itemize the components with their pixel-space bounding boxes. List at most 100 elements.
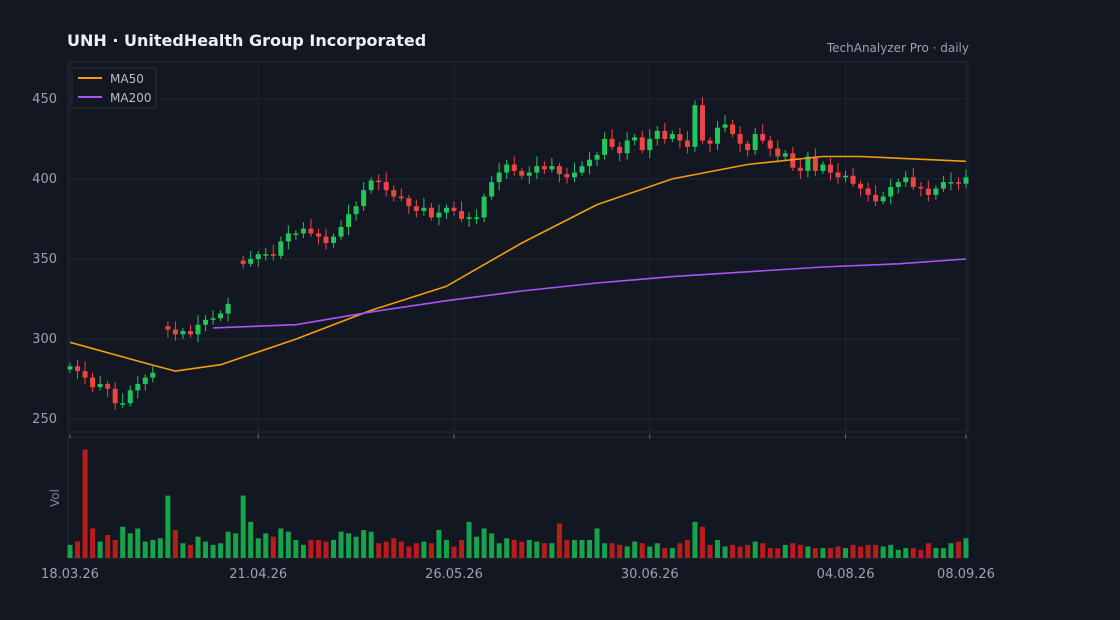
volume-bar bbox=[617, 544, 623, 558]
price-panel bbox=[67, 61, 969, 433]
volume-bar bbox=[210, 544, 216, 558]
volume-bar bbox=[187, 544, 193, 558]
candle-body bbox=[692, 105, 698, 147]
volume-bar bbox=[775, 548, 781, 558]
volume-bar bbox=[489, 533, 495, 558]
volume-bar bbox=[436, 530, 442, 558]
volume-bar bbox=[699, 526, 705, 558]
candle-body bbox=[699, 105, 705, 141]
candle-body bbox=[195, 324, 201, 335]
volume-bar bbox=[398, 541, 404, 558]
volume-bar bbox=[925, 543, 931, 558]
volume-bar bbox=[90, 528, 96, 558]
volume-bar bbox=[888, 544, 894, 558]
volume-bar bbox=[157, 538, 163, 558]
time-tick-label: 30.06.26 bbox=[621, 567, 679, 582]
candle-body bbox=[67, 366, 73, 370]
candle-body bbox=[617, 146, 623, 154]
candle-body bbox=[632, 137, 638, 141]
candle-body bbox=[203, 319, 209, 325]
candle-body bbox=[315, 233, 321, 237]
candle-body bbox=[451, 207, 457, 211]
volume-bar bbox=[421, 541, 427, 558]
candle-body bbox=[323, 236, 329, 243]
grid bbox=[68, 62, 968, 432]
candle-body bbox=[466, 217, 472, 219]
candle-body bbox=[187, 331, 193, 335]
legend-label-ma50: MA50 bbox=[110, 72, 144, 86]
volume-bar bbox=[248, 521, 254, 558]
candle-body bbox=[790, 153, 796, 168]
volume-bar bbox=[300, 544, 306, 558]
volume-bar bbox=[383, 541, 389, 558]
candle-body bbox=[948, 182, 954, 184]
volume-bar bbox=[820, 548, 826, 558]
volume-bar bbox=[195, 536, 201, 558]
volume-bar bbox=[963, 538, 969, 558]
volume-bar bbox=[797, 544, 803, 558]
candle-body bbox=[707, 140, 713, 144]
candle-body bbox=[398, 196, 404, 199]
candle-body bbox=[654, 130, 660, 139]
volume-bar bbox=[150, 539, 156, 558]
candle-body bbox=[511, 164, 517, 171]
volume-bar bbox=[571, 539, 577, 558]
candle-body bbox=[105, 383, 111, 389]
volume-bar bbox=[376, 543, 382, 558]
candle-body bbox=[820, 164, 826, 171]
volume-bar bbox=[346, 533, 352, 558]
volume-bar bbox=[895, 549, 901, 558]
candle-body bbox=[880, 196, 886, 202]
volume-bar bbox=[767, 548, 773, 558]
candle-body bbox=[383, 182, 389, 191]
candle-body bbox=[97, 383, 103, 388]
volume-bar bbox=[647, 546, 653, 558]
volume-bar bbox=[594, 528, 600, 558]
candle-body bbox=[647, 138, 653, 151]
volume-bar bbox=[624, 546, 630, 558]
candle-body bbox=[715, 127, 721, 144]
candle-body bbox=[955, 182, 961, 184]
volume-panel bbox=[67, 436, 969, 559]
volume-bar bbox=[97, 541, 103, 558]
source-label: TechAnalyzer Pro · daily bbox=[826, 41, 969, 55]
candle-body bbox=[925, 188, 931, 195]
volume-bar bbox=[293, 539, 299, 558]
volume-bar bbox=[850, 544, 856, 558]
volume-bar bbox=[609, 543, 615, 558]
volume-bar bbox=[745, 544, 751, 558]
volume-bar bbox=[270, 536, 276, 558]
candle-body bbox=[391, 190, 397, 197]
volume-bar bbox=[827, 548, 833, 558]
ma200-line bbox=[213, 258, 967, 329]
volume-bar bbox=[338, 531, 344, 558]
candle-body bbox=[300, 228, 306, 234]
volume-bar bbox=[443, 539, 449, 558]
volume-bar bbox=[413, 543, 419, 558]
volume-bar bbox=[180, 543, 186, 558]
axes: 250 300 350 400 450 18.03.26 21.04.26 26.05.26 3… bbox=[32, 92, 995, 582]
volume-bar bbox=[263, 533, 269, 558]
volume-bar bbox=[504, 538, 510, 558]
time-tick-label: 26.05.26 bbox=[425, 567, 483, 582]
candle-body bbox=[150, 372, 156, 378]
volume-bar bbox=[662, 548, 668, 558]
candle-body bbox=[541, 166, 547, 170]
volume-bar bbox=[323, 541, 329, 558]
volume-bar bbox=[873, 544, 879, 558]
volume-bar bbox=[805, 546, 811, 558]
volume-bar bbox=[790, 543, 796, 558]
volume-bar bbox=[910, 548, 916, 558]
volume-bar bbox=[843, 548, 849, 558]
volume-bar bbox=[406, 546, 412, 558]
candle-body bbox=[225, 303, 231, 314]
candle-body bbox=[180, 331, 186, 335]
candle-body bbox=[481, 196, 487, 218]
candle-body bbox=[421, 207, 427, 211]
volume-bar bbox=[737, 546, 743, 558]
legend: MA50 MA200 bbox=[71, 67, 157, 109]
candle-body bbox=[346, 214, 352, 227]
time-tick-label: 04.08.26 bbox=[817, 567, 875, 582]
candle-body bbox=[142, 377, 148, 384]
